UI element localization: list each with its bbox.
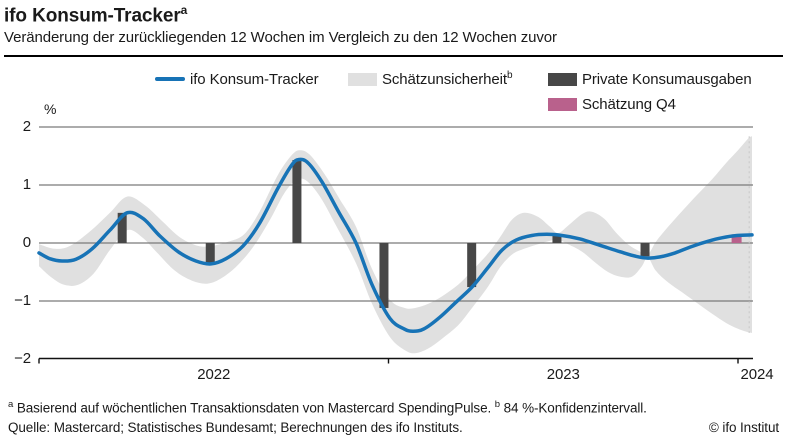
header-divider	[4, 55, 783, 57]
source-line: Quelle: Mastercard; Statistisches Bundes…	[8, 420, 463, 435]
y-axis-label-−1: −1	[14, 292, 31, 309]
legend-item-tracker: ifo Konsum-Tracker	[155, 70, 319, 88]
footnote-marker-b: b	[494, 399, 500, 410]
legend-label-tracker: ifo Konsum-Tracker	[190, 70, 319, 88]
page-title-text: ifo Konsum-Tracker	[4, 5, 181, 27]
consumption-bar-Q3-2023	[640, 243, 650, 257]
y-axis-label-2: 2	[22, 118, 31, 135]
y-axis-label-−2: −2	[14, 350, 31, 367]
consumption-bar-swatch-icon	[548, 72, 577, 86]
consumption-bar-Q1-2022	[117, 212, 127, 243]
legend-label-estimate: Schätzung Q4	[582, 95, 676, 113]
consumption-bar-Q3-2022	[292, 160, 302, 243]
page-title: ifo Konsum-Trackera	[4, 3, 187, 27]
legend-label-uncertainty-text: Schätzunsicherheit	[382, 71, 507, 88]
legend-item-estimate: Schätzung Q4	[548, 95, 676, 113]
copyright: © ifo Institut	[708, 420, 779, 435]
consumption-bar-Q4-2022	[379, 243, 389, 308]
tracker-line-swatch-icon	[155, 77, 185, 81]
legend-uncertainty-footnote-marker: b	[506, 70, 513, 81]
x-axis-label-2022: 2022	[197, 366, 231, 383]
y-axis-unit-label: %	[44, 101, 57, 117]
y-axis-label-0: 0	[22, 234, 31, 251]
consumption-bar-Q1-2023	[467, 243, 477, 288]
legend-item-uncertainty: Schätzunsicherheitb	[348, 70, 513, 88]
estimate-bar-swatch-icon	[548, 97, 577, 111]
page-title-footnote-marker: a	[180, 3, 188, 17]
footnote-1: a Basierend auf wöchentlichen Transaktio…	[8, 399, 647, 416]
legend-label-uncertainty: Schätzunsicherheitb	[382, 70, 513, 88]
x-axis-label-2024: 2024	[740, 366, 774, 383]
legend-label-consumption: Private Konsumausgaben	[582, 70, 752, 88]
footnote-marker-a: a	[8, 399, 14, 410]
y-axis-label-1: 1	[22, 176, 31, 193]
tracker-line	[37, 157, 754, 333]
footnote-1-text: Basierend auf wöchentlichen Transaktions…	[13, 400, 495, 416]
x-axis-label-2023: 2023	[546, 366, 580, 383]
legend-item-consumption: Private Konsumausgaben	[548, 70, 752, 88]
page-subtitle: Veränderung der zurückliegenden 12 Woche…	[4, 29, 557, 46]
consumption-bar-Q2-2023	[552, 235, 562, 243]
footnote-1-text-b: 84 %-Konfidenzintervall.	[499, 400, 647, 416]
estimate-bar-Q4-2023	[731, 234, 742, 243]
consumption-bar-Q2-2022	[205, 243, 215, 264]
uncertainty-band-swatch-icon	[348, 72, 377, 86]
uncertainty-band	[39, 136, 752, 354]
